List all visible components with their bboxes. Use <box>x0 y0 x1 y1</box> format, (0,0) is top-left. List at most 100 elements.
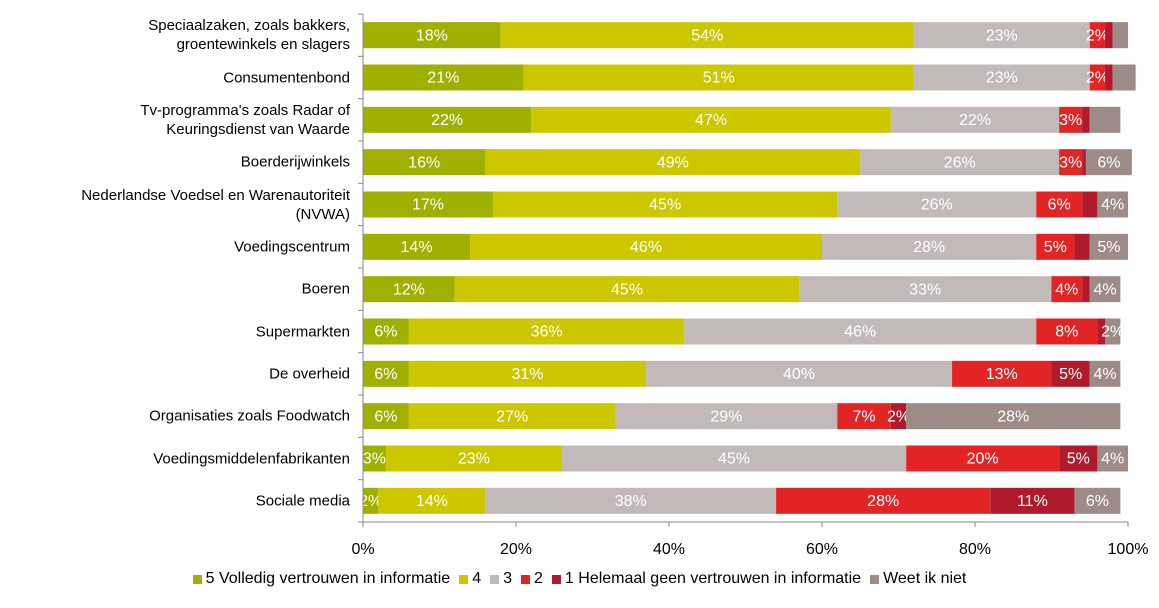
data-label: 6% <box>1086 493 1109 510</box>
bar-segment <box>906 403 1121 430</box>
data-label: 6% <box>374 366 397 383</box>
legend-item: 3 <box>490 570 512 588</box>
bar-segment <box>890 403 907 430</box>
y-tick-label: Sociale media <box>255 492 350 510</box>
legend-swatch <box>490 574 500 584</box>
data-label: 18% <box>416 27 448 44</box>
y-tick-label: Tv-programma's zoals Radar of Keuringsdi… <box>140 101 350 138</box>
data-label: 23% <box>986 70 1018 87</box>
bar-segment <box>1036 233 1075 260</box>
data-label: 4% <box>1055 281 1078 298</box>
bar-segment <box>1059 149 1083 176</box>
bar-segment <box>1059 106 1083 133</box>
legend-swatch <box>459 574 469 584</box>
bar-segment <box>485 487 777 514</box>
bar-segment <box>684 318 1037 345</box>
data-label: 45% <box>718 451 750 468</box>
data-label: 8% <box>1055 324 1078 341</box>
bar-segment <box>1036 191 1083 218</box>
bar-segment <box>385 445 562 472</box>
bar-segment <box>363 64 524 91</box>
bar-segment <box>531 106 891 133</box>
bar-segment <box>1105 64 1113 91</box>
x-tick-label: 40% <box>653 541 685 558</box>
x-tick-label: 100% <box>1108 541 1149 558</box>
bar-segment <box>363 106 532 133</box>
bar-segment <box>363 360 409 387</box>
bar-segment <box>1089 276 1121 303</box>
bar-segment <box>1112 64 1136 91</box>
bar-segment <box>1089 22 1106 49</box>
bar-segment <box>799 276 1052 303</box>
bar-segment <box>822 233 1037 260</box>
bar-segment <box>1097 445 1128 472</box>
bar-segment <box>1082 276 1090 303</box>
x-tick-label: 60% <box>806 541 838 558</box>
y-tick-label: Organisaties zoals Foodwatch <box>149 407 350 425</box>
bar-segment <box>1105 318 1121 345</box>
data-label: 26% <box>944 154 976 171</box>
data-label: 7% <box>853 408 876 425</box>
bar-segment <box>1097 191 1128 218</box>
y-tick-label: Boerderijwinkels <box>240 153 350 171</box>
data-label: 6% <box>1097 154 1120 171</box>
data-label: 21% <box>427 70 459 87</box>
bar-segment <box>408 318 685 345</box>
data-label: 38% <box>615 493 647 510</box>
bar-segment <box>363 233 471 260</box>
bar-segment <box>1074 487 1121 514</box>
data-label: 4% <box>1101 197 1124 214</box>
data-label: 5% <box>1059 366 1082 383</box>
y-tick-label: Supermarkten <box>255 323 350 340</box>
bar-segment <box>493 191 838 218</box>
legend-swatch <box>551 574 561 584</box>
bar-segment <box>1082 149 1086 176</box>
bar-segment <box>500 22 914 49</box>
data-label: 46% <box>844 324 876 341</box>
bar-segment <box>1059 445 1098 472</box>
bar-segment <box>363 318 409 345</box>
bar-segment <box>1036 318 1098 345</box>
data-label: 2% <box>1101 324 1124 341</box>
data-label: 46% <box>630 239 662 256</box>
data-label: 5% <box>1044 239 1067 256</box>
legend-swatch <box>521 574 531 584</box>
bar-segment <box>906 445 1060 472</box>
data-label: 45% <box>611 281 643 298</box>
bar-segment <box>1089 360 1121 387</box>
data-label: 29% <box>710 408 742 425</box>
data-label: 33% <box>909 281 941 298</box>
legend: 5 Volledig vertrouwen in informatie 4 3 2 1 … <box>0 570 1159 588</box>
data-label: 36% <box>531 324 563 341</box>
bar-segment <box>378 487 486 514</box>
legend-label: 3 <box>503 570 513 587</box>
bar-segment <box>363 487 379 514</box>
data-label: 2% <box>359 493 382 510</box>
bar-segment <box>363 22 501 49</box>
bar-segment <box>1082 106 1090 133</box>
data-label: 4% <box>1101 451 1124 468</box>
y-tick-label: Speciaalzaken, zoals bakkers, groentewin… <box>148 17 350 54</box>
data-label: 51% <box>703 70 735 87</box>
bar-segment <box>561 445 907 472</box>
bar-segment <box>837 191 1037 218</box>
y-tick-label: Consumentenbond <box>223 69 350 86</box>
bar-segment <box>1051 276 1083 303</box>
legend-item: Weet ik niet <box>870 570 966 588</box>
data-label: 47% <box>695 112 727 129</box>
legend-label: 5 Volledig vertrouwen in informatie <box>205 570 451 587</box>
data-label: 5% <box>1097 239 1120 256</box>
data-label: 45% <box>649 197 681 214</box>
bar-segment <box>363 191 494 218</box>
y-tick-label: Boeren <box>301 280 350 298</box>
data-label: 23% <box>458 451 490 468</box>
data-label: 11% <box>1017 493 1048 510</box>
legend-swatch <box>192 574 202 584</box>
data-label: 12% <box>393 281 425 298</box>
legend-label: 2 <box>534 570 543 587</box>
bar-segment <box>1085 149 1132 176</box>
data-label: 28% <box>997 408 1029 425</box>
data-label: 26% <box>921 197 953 214</box>
bar-segment <box>408 403 616 430</box>
